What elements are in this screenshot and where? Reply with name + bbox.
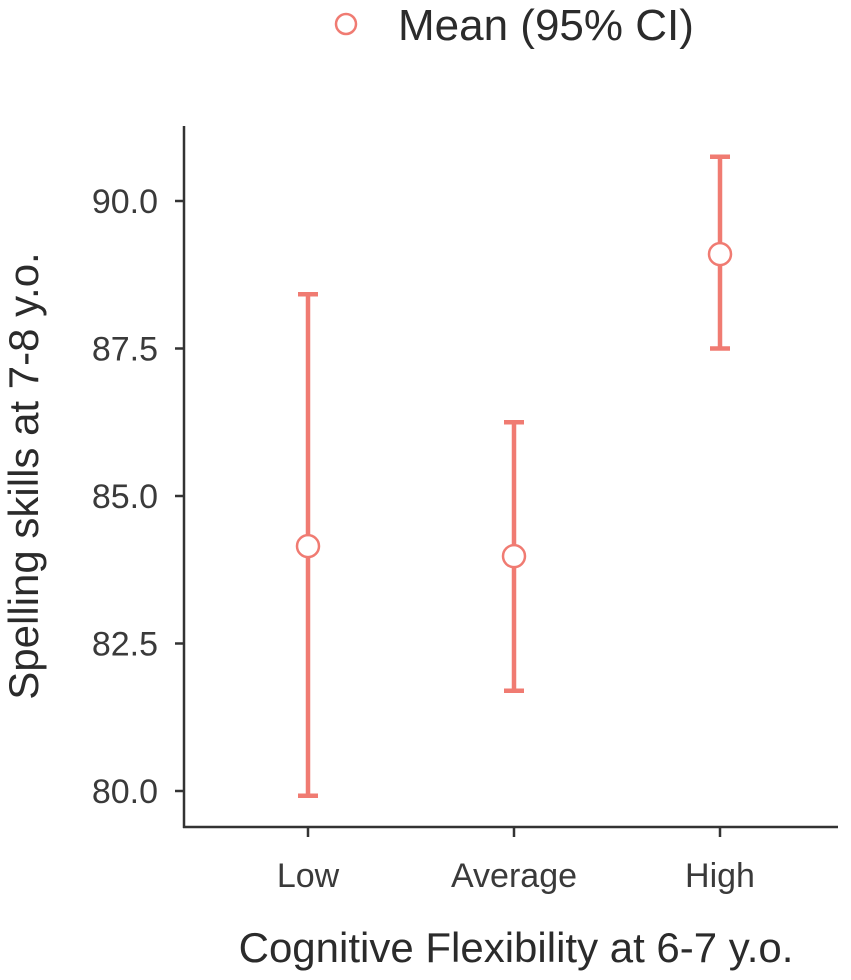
legend-label: Mean (95% CI) xyxy=(398,1,694,50)
axes: 80.0 82.5 85.0 87.5 90.0 Low Average High xyxy=(92,126,838,895)
mean-point xyxy=(501,543,527,569)
data-marks xyxy=(295,154,733,798)
y-tick-label: 90.0 xyxy=(92,183,158,221)
y-tick-label: 87.5 xyxy=(92,331,158,369)
x-tick-label: High xyxy=(685,857,755,895)
x-tick-label: Average xyxy=(451,857,577,895)
y-tick-label: 82.5 xyxy=(92,626,158,664)
y-tick-label: 80.0 xyxy=(92,773,158,811)
errorbar-group xyxy=(295,291,321,798)
legend-marker-open-circle xyxy=(334,12,358,36)
x-tick-label: Low xyxy=(277,857,340,895)
y-ticks: 80.0 82.5 85.0 87.5 90.0 xyxy=(92,183,184,811)
errorbar-group xyxy=(707,154,733,351)
errorbar-group xyxy=(501,420,527,693)
mean-point xyxy=(707,241,733,267)
mean-point xyxy=(295,533,321,559)
x-axis-title: Cognitive Flexibility at 6-7 y.o. xyxy=(239,924,794,971)
y-tick-label: 85.0 xyxy=(92,478,158,516)
y-axis-title: Spelling skills at 7-8 y.o. xyxy=(0,252,47,699)
x-ticks: Low Average High xyxy=(277,827,755,895)
legend: Mean (95% CI) xyxy=(334,1,694,50)
